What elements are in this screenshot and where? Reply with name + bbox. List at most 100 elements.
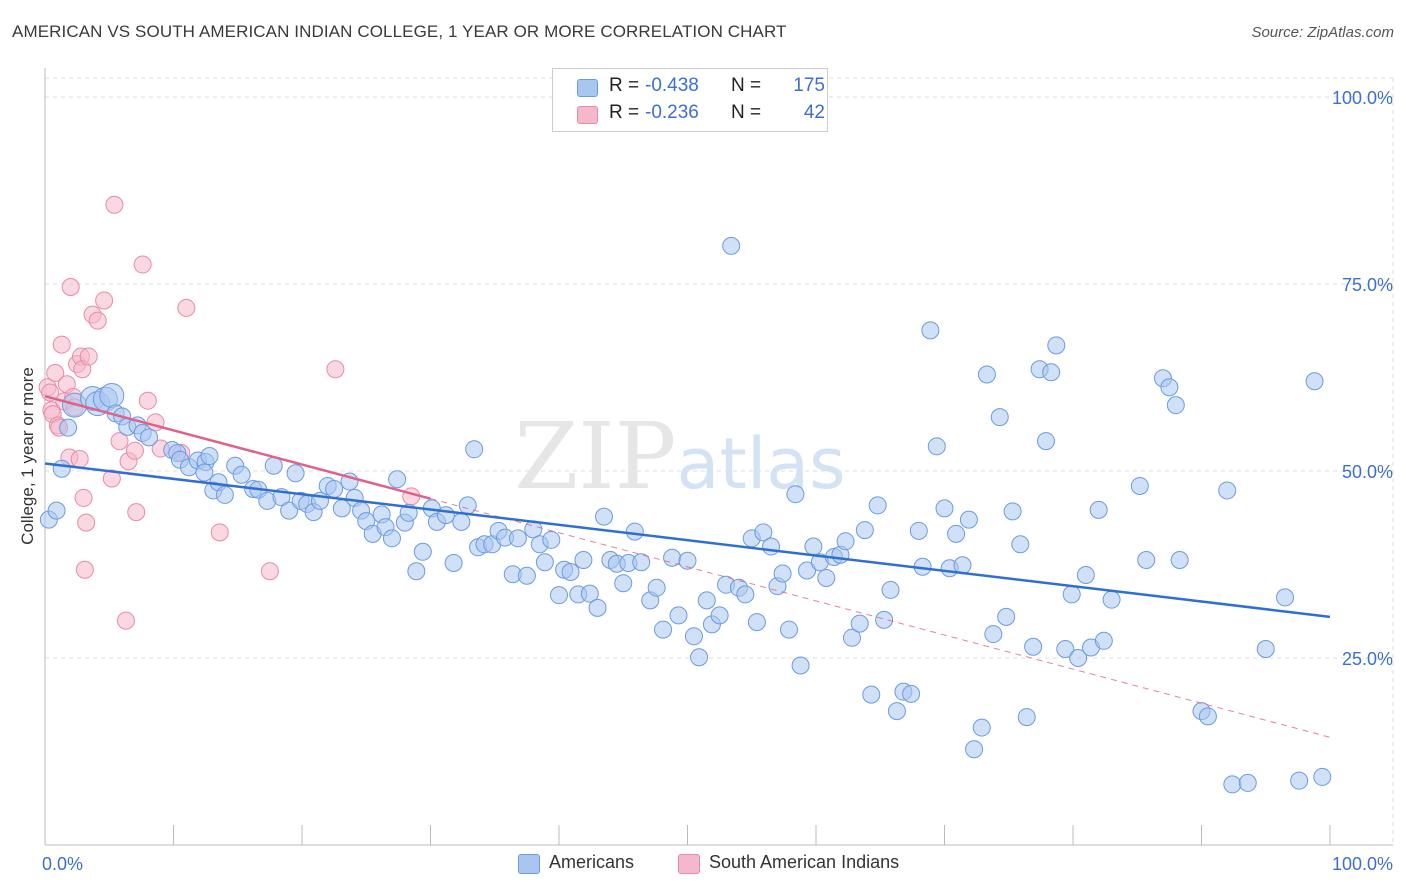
- american-point: [710, 606, 729, 625]
- american-point: [588, 598, 607, 617]
- american-point: [747, 613, 766, 632]
- american-point: [798, 561, 817, 580]
- american-point: [1305, 372, 1324, 391]
- american-point: [413, 542, 432, 561]
- american-point: [1198, 707, 1217, 726]
- american-point: [887, 702, 906, 721]
- american-point: [722, 236, 741, 255]
- source-label: Source: ZipAtlas.com: [1251, 24, 1394, 41]
- sai-point: [402, 487, 421, 506]
- y-tick-label: 75.0%: [1342, 275, 1393, 295]
- sai-point: [75, 560, 94, 579]
- sai-swatch: [678, 854, 700, 874]
- american-point: [836, 532, 855, 551]
- american-trend-line: [44, 462, 1331, 619]
- legend-n-value: 42: [803, 102, 825, 123]
- sai-point: [77, 513, 96, 532]
- american-point: [508, 529, 527, 548]
- american-point: [1062, 585, 1081, 604]
- american-point: [574, 551, 593, 570]
- americans-swatch: [577, 79, 598, 97]
- legend-n-label: N =: [731, 75, 762, 96]
- sai-point: [138, 391, 157, 410]
- tick-labels: 100.0% 75.0% 50.0% 25.0% 0.0% 100.0%: [42, 88, 1393, 874]
- american-point: [1223, 775, 1242, 794]
- american-point: [47, 501, 66, 520]
- legend-r-label: R =: [609, 102, 640, 123]
- american-point: [684, 627, 703, 646]
- american-point: [1011, 535, 1030, 554]
- american-point: [762, 537, 781, 556]
- american-point: [632, 553, 651, 572]
- american-point: [972, 718, 991, 737]
- american-point: [842, 628, 861, 647]
- american-point: [780, 620, 799, 639]
- american-point: [407, 562, 426, 581]
- american-point: [990, 408, 1009, 427]
- american-point: [902, 684, 921, 703]
- american-point: [59, 418, 78, 437]
- american-point: [736, 585, 755, 604]
- american-point: [1017, 708, 1036, 727]
- american-point: [535, 553, 554, 572]
- y-tick-label: 50.0%: [1342, 462, 1393, 482]
- american-point: [286, 464, 305, 483]
- sai-point: [210, 523, 229, 542]
- american-point: [1313, 767, 1332, 786]
- american-point: [997, 607, 1016, 626]
- sai-point: [125, 441, 144, 460]
- american-point: [1276, 588, 1295, 607]
- american-point: [1137, 551, 1156, 570]
- american-point: [804, 537, 823, 556]
- american-point: [1130, 476, 1149, 495]
- american-point: [517, 566, 536, 585]
- american-point: [1166, 396, 1185, 415]
- sai-label: South American Indians: [709, 852, 900, 872]
- american-point: [697, 591, 716, 610]
- series-americans: [39, 236, 1332, 794]
- american-point: [436, 506, 455, 525]
- x-tick-label: 0.0%: [42, 854, 83, 874]
- american-point: [232, 465, 251, 484]
- sai-trend-line: [44, 394, 431, 500]
- american-point: [1056, 640, 1075, 659]
- american-point: [1102, 590, 1121, 609]
- american-point: [959, 510, 978, 529]
- american-point: [773, 564, 792, 583]
- american-point: [280, 501, 299, 520]
- american-point: [965, 740, 984, 759]
- american-point: [663, 548, 682, 567]
- american-point: [1047, 336, 1066, 355]
- american-point: [1218, 481, 1237, 500]
- american-point: [325, 479, 344, 498]
- american-point: [875, 610, 894, 629]
- sai-point: [102, 469, 121, 488]
- american-point: [465, 440, 484, 459]
- american-point: [1024, 637, 1043, 656]
- american-point: [195, 463, 214, 482]
- american-point: [909, 521, 928, 540]
- american-point: [614, 574, 633, 593]
- american-point: [927, 437, 946, 456]
- trend-lines: [44, 394, 1331, 738]
- american-point: [654, 620, 673, 639]
- american-point: [382, 529, 401, 548]
- sai-point: [133, 255, 152, 274]
- y-tick-label: 100.0%: [1332, 88, 1393, 108]
- americans-label: Americans: [549, 852, 635, 872]
- sai-point: [79, 347, 98, 366]
- legend-r-value: -0.438: [645, 75, 699, 96]
- legend-r-label: R =: [609, 75, 640, 96]
- american-point: [669, 606, 688, 625]
- sai-point: [127, 503, 146, 522]
- y-axis-label: College, 1 year or more: [18, 367, 37, 545]
- american-point: [1042, 363, 1061, 382]
- legend-n-label: N =: [731, 102, 762, 123]
- american-point: [1089, 500, 1108, 519]
- american-point: [647, 578, 666, 597]
- sai-point: [110, 432, 129, 451]
- sai-point: [74, 488, 93, 507]
- x-tick-label: 100.0%: [1332, 854, 1393, 874]
- american-point: [1037, 432, 1056, 451]
